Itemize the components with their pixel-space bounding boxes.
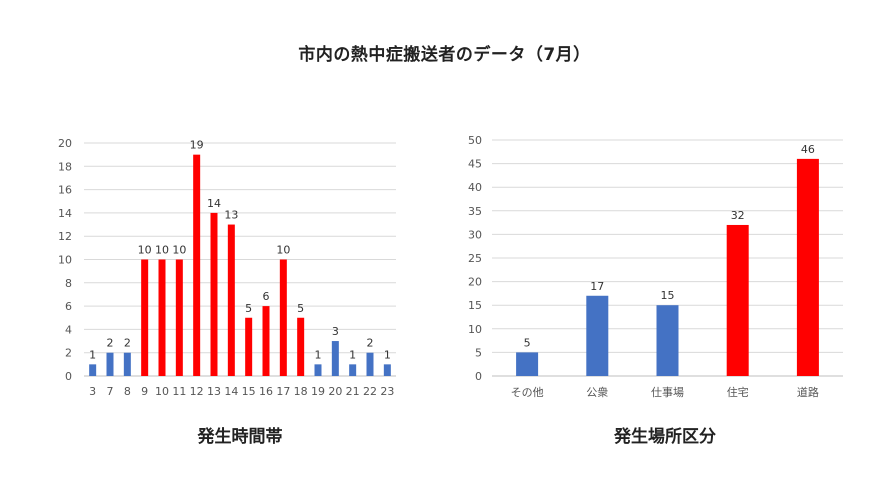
data-label: 10 (276, 244, 290, 257)
y-tick-label: 15 (468, 299, 482, 312)
y-tick-label: 14 (58, 207, 72, 220)
x-tick-label: 15 (242, 385, 256, 398)
data-label: 6 (263, 290, 270, 303)
x-tick-label: 23 (380, 385, 394, 398)
bar (279, 259, 287, 376)
time-of-day-chart-title: 発生時間帯 (197, 427, 283, 447)
x-tick-label: 10 (155, 385, 169, 398)
bar (586, 295, 609, 376)
y-tick-label: 2 (65, 347, 72, 360)
data-label: 2 (367, 337, 374, 350)
y-tick-label: 45 (468, 158, 482, 171)
time-of-day-chart: 0246810121416182013272810910101011191214… (58, 137, 396, 398)
bar (193, 154, 201, 376)
x-tick-label: 22 (363, 385, 377, 398)
bar (262, 306, 270, 376)
data-label: 1 (89, 348, 96, 361)
data-label: 15 (661, 289, 675, 302)
data-label: 1 (384, 348, 391, 361)
y-tick-label: 20 (468, 276, 482, 289)
x-tick-label: 8 (124, 385, 131, 398)
data-label: 19 (190, 139, 204, 152)
bar (106, 352, 114, 376)
y-tick-label: 30 (468, 228, 482, 241)
x-tick-label: 道路 (797, 385, 819, 399)
y-tick-label: 25 (468, 252, 482, 265)
data-label: 17 (590, 280, 604, 293)
data-label: 5 (524, 336, 531, 349)
x-tick-label: 11 (172, 385, 186, 398)
y-tick-label: 35 (468, 205, 482, 218)
page-title: 市内の熱中症搬送者のデータ（7月） (298, 45, 591, 65)
x-tick-label: 14 (224, 385, 238, 398)
x-tick-label: 仕事場 (651, 386, 684, 399)
bar (656, 305, 679, 376)
data-label: 10 (172, 244, 186, 257)
bar (726, 224, 749, 376)
y-tick-label: 0 (65, 370, 72, 383)
x-tick-label: 13 (207, 385, 221, 398)
bar (210, 212, 218, 376)
bar (175, 259, 183, 376)
data-label: 3 (332, 325, 339, 338)
x-tick-label: 20 (328, 385, 342, 398)
y-tick-label: 4 (65, 323, 72, 336)
bar (227, 224, 235, 376)
x-tick-label: 12 (190, 385, 204, 398)
bar (297, 317, 305, 376)
x-tick-label: 9 (141, 385, 148, 398)
bar (349, 364, 357, 376)
x-tick-label: 19 (311, 385, 325, 398)
y-tick-label: 8 (65, 277, 72, 290)
y-tick-label: 40 (468, 181, 482, 194)
bar (314, 364, 322, 376)
y-tick-label: 10 (468, 323, 482, 336)
y-tick-label: 16 (58, 184, 72, 197)
bar (141, 259, 149, 376)
x-tick-label: 18 (294, 385, 308, 398)
y-tick-label: 12 (58, 230, 72, 243)
bar (796, 158, 819, 376)
bar (123, 352, 131, 376)
data-label: 10 (138, 244, 152, 257)
bar (331, 341, 339, 376)
data-label: 5 (245, 302, 252, 315)
data-label: 2 (107, 337, 114, 350)
data-label: 14 (207, 197, 221, 210)
bar (383, 364, 391, 376)
bar (245, 317, 253, 376)
y-tick-label: 20 (58, 137, 72, 150)
bar (516, 352, 539, 376)
data-label: 1 (349, 348, 356, 361)
data-label: 2 (124, 337, 131, 350)
location-chart-title: 発生場所区分 (614, 427, 716, 447)
data-label: 13 (224, 209, 238, 222)
bar (158, 259, 166, 376)
y-tick-label: 18 (58, 160, 72, 173)
x-tick-label: 住宅 (727, 385, 749, 399)
x-tick-label: 17 (276, 385, 290, 398)
x-tick-label: その他 (511, 386, 544, 399)
x-tick-label: 3 (89, 385, 96, 398)
x-tick-label: 7 (107, 385, 114, 398)
data-label: 1 (315, 348, 322, 361)
location-chart: 0 5 10 15 20 25 30 35 40 45 50 5 その他 17 公衆 15 仕事場 32 住宅 46 道… (468, 134, 843, 399)
y-tick-label: 50 (468, 134, 482, 147)
data-label: 46 (801, 143, 815, 156)
y-tick-label: 0 (475, 370, 482, 383)
data-label: 5 (297, 302, 304, 315)
x-tick-label: 公衆 (586, 386, 608, 399)
x-tick-label: 16 (259, 385, 273, 398)
data-label: 32 (731, 209, 745, 222)
x-tick-label: 21 (346, 385, 360, 398)
y-tick-label: 6 (65, 300, 72, 313)
bar (89, 364, 97, 376)
y-tick-label: 10 (58, 254, 72, 267)
data-label: 10 (155, 244, 169, 257)
bar (366, 352, 374, 376)
y-tick-label: 5 (475, 346, 482, 359)
